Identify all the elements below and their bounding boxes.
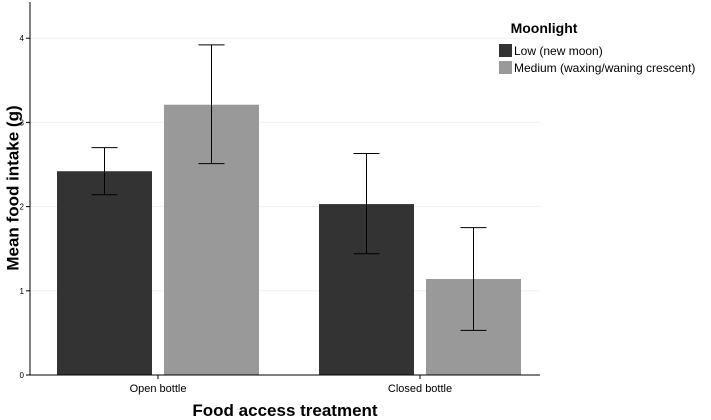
y-axis-title: Mean food intake (g) xyxy=(3,105,22,270)
bar xyxy=(57,171,152,375)
y-tick-label: 3 xyxy=(20,118,25,127)
y-tick-label: 0 xyxy=(20,371,25,380)
legend-label-medium: Medium (waxing/waning crescent) xyxy=(514,61,695,75)
bars xyxy=(57,104,521,375)
legend-swatch-medium xyxy=(499,61,512,74)
legend-swatch-low xyxy=(499,44,512,57)
legend-label-low: Low (new moon) xyxy=(514,44,603,58)
legend-title: Moonlight xyxy=(511,20,578,36)
y-tick-label: 4 xyxy=(20,34,25,43)
y-tick-label: 1 xyxy=(20,287,25,296)
y-tick-label: 2 xyxy=(20,203,25,212)
x-ticks: Open bottle Closed bottle xyxy=(130,375,452,395)
x-tick-label: Open bottle xyxy=(130,383,187,395)
x-tick-label: Closed bottle xyxy=(388,383,452,395)
legend: Moonlight Low (new moon) Medium (waxing/… xyxy=(499,20,695,75)
y-ticks: 0 1 2 3 4 xyxy=(20,34,30,380)
error-bars xyxy=(91,44,487,331)
x-axis-title: Food access treatment xyxy=(192,401,378,420)
